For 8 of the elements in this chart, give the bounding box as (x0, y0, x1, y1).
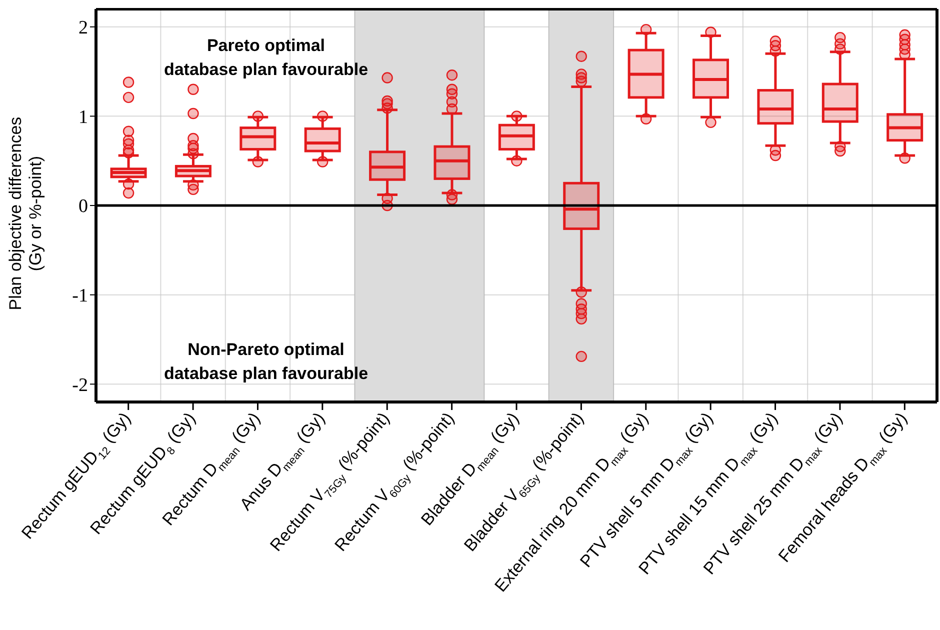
annotation: Non-Pareto optimal database plan favourable (162, 339, 370, 385)
y-tick-label: 2 (78, 18, 88, 39)
annotation: Pareto optimal database plan favourable (162, 35, 370, 81)
y-tick-label: -1 (72, 286, 88, 307)
y-tick-label: -2 (72, 374, 88, 396)
y-tick-label: 1 (78, 106, 88, 128)
y-tick-label: 0 (78, 196, 88, 218)
y-axis-title: Plan objective differences (Gy or %-point) (6, 116, 46, 310)
